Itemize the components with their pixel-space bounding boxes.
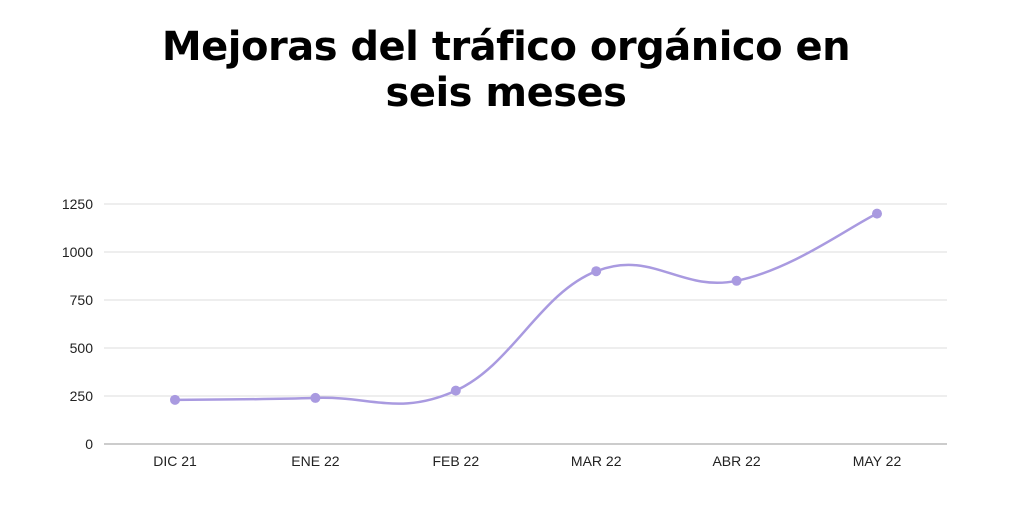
x-tick-label: MAR 22 bbox=[571, 453, 622, 469]
x-tick-label: FEB 22 bbox=[432, 453, 479, 469]
chart-title: Mejoras del tráfico orgánico en seis mes… bbox=[0, 24, 1012, 116]
data-point bbox=[731, 275, 742, 286]
data-point bbox=[310, 392, 321, 403]
y-tick-label: 1000 bbox=[62, 244, 93, 260]
x-tick-label: DIC 21 bbox=[153, 453, 197, 469]
data-point bbox=[872, 208, 882, 219]
series-layer bbox=[170, 208, 882, 405]
x-axis-ticks: DIC 21 ENE 22 FEB 22 MAR 22 ABR 22 MAY 22 bbox=[153, 453, 901, 469]
data-point bbox=[170, 394, 180, 405]
y-axis-ticks: 0 250 500 750 1000 1250 bbox=[62, 196, 93, 452]
series-line bbox=[173, 212, 879, 405]
data-point bbox=[591, 266, 602, 277]
chart-title-line-1: Mejoras del tráfico orgánico en bbox=[161, 24, 851, 70]
gridlines bbox=[104, 203, 947, 445]
chart-title-line-2: seis meses bbox=[385, 70, 627, 116]
y-tick-label: 0 bbox=[85, 436, 93, 452]
y-tick-label: 750 bbox=[70, 292, 94, 308]
y-tick-label: 1250 bbox=[62, 196, 93, 212]
y-tick-label: 250 bbox=[70, 388, 94, 404]
y-tick-label: 500 bbox=[70, 340, 94, 356]
data-point bbox=[450, 385, 461, 396]
x-tick-label: ABR 22 bbox=[712, 453, 760, 469]
x-tick-label: ENE 22 bbox=[291, 453, 339, 469]
x-tick-label: MAY 22 bbox=[853, 453, 902, 469]
